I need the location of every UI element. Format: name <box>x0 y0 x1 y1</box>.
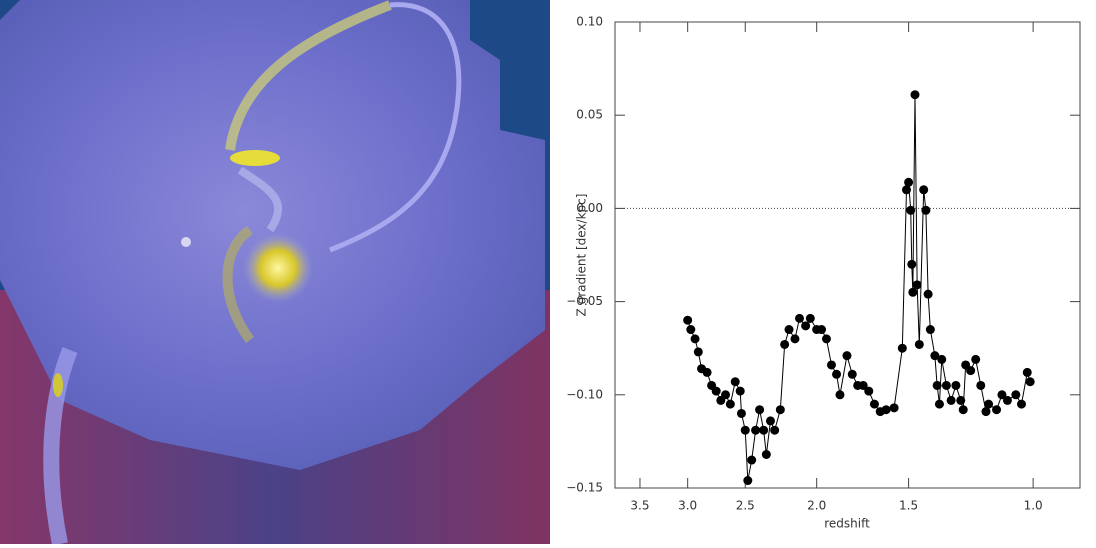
x-tick-label: 1.0 <box>1024 499 1043 513</box>
point <box>956 395 966 405</box>
y-tick-label: 0.10 <box>576 15 603 29</box>
point <box>958 405 968 415</box>
point <box>1022 367 1032 377</box>
point <box>780 339 790 349</box>
point <box>743 476 753 486</box>
point <box>966 366 976 376</box>
x-tick-label: 3.0 <box>678 499 697 513</box>
point <box>997 390 1007 400</box>
point <box>934 399 944 409</box>
point <box>925 325 935 335</box>
x-axis-title: redshift <box>824 517 870 531</box>
point <box>686 325 696 335</box>
point <box>755 405 765 415</box>
x-tick-label: 2.0 <box>807 499 826 513</box>
point <box>908 287 918 297</box>
plot-frame <box>614 21 1081 489</box>
point <box>832 369 842 379</box>
point <box>821 334 831 344</box>
point <box>847 369 857 379</box>
point <box>912 280 922 290</box>
point <box>981 407 991 417</box>
point <box>740 425 750 435</box>
y-tick-label: −0.10 <box>566 387 603 401</box>
point <box>914 339 924 349</box>
point <box>736 408 746 418</box>
point <box>801 321 811 331</box>
point <box>951 380 961 390</box>
point <box>923 289 933 299</box>
point <box>795 313 805 323</box>
point <box>907 259 917 269</box>
point <box>770 425 780 435</box>
point <box>881 405 891 415</box>
point <box>817 325 827 335</box>
point <box>937 354 947 364</box>
x-tick-label: 2.5 <box>736 499 755 513</box>
point <box>904 177 914 187</box>
point <box>725 399 735 409</box>
point <box>919 185 929 195</box>
point <box>946 395 956 405</box>
point <box>784 325 794 335</box>
point <box>693 347 703 357</box>
point <box>858 380 868 390</box>
point <box>901 185 911 195</box>
point <box>702 367 712 377</box>
y-tick-label: 0.00 <box>576 201 603 215</box>
point <box>910 90 920 100</box>
point <box>835 390 845 400</box>
point <box>735 386 745 396</box>
point <box>1011 390 1021 400</box>
point <box>869 399 879 409</box>
point <box>721 390 731 400</box>
point <box>1025 377 1035 387</box>
point <box>805 313 815 323</box>
point <box>761 449 771 459</box>
point <box>941 380 951 390</box>
point <box>765 416 775 426</box>
point <box>1002 395 1012 405</box>
x-tick-label: 1.5 <box>899 499 918 513</box>
point <box>906 205 916 215</box>
point <box>889 403 899 413</box>
y-tick-label: −0.05 <box>566 294 603 308</box>
point <box>747 455 757 465</box>
y-axis-title: Z gradient [dex/kpc] <box>575 194 589 317</box>
point <box>864 386 874 396</box>
point <box>930 351 940 361</box>
point <box>826 360 836 370</box>
point <box>711 386 721 396</box>
point <box>992 405 1002 415</box>
point <box>730 377 740 387</box>
y-tick-label: −0.15 <box>566 481 603 495</box>
point <box>897 343 907 353</box>
point <box>690 334 700 344</box>
point <box>984 399 994 409</box>
point <box>976 380 986 390</box>
point <box>775 405 785 415</box>
x-tick-label: 3.5 <box>630 499 649 513</box>
point <box>1016 399 1026 409</box>
simulation-image <box>0 0 550 546</box>
point <box>932 380 942 390</box>
point <box>842 351 852 361</box>
point <box>683 315 693 325</box>
series-line <box>687 94 1031 481</box>
point <box>921 205 931 215</box>
point <box>790 334 800 344</box>
point <box>751 425 761 435</box>
point <box>759 425 769 435</box>
y-tick-label: 0.05 <box>576 108 603 122</box>
point <box>971 354 981 364</box>
